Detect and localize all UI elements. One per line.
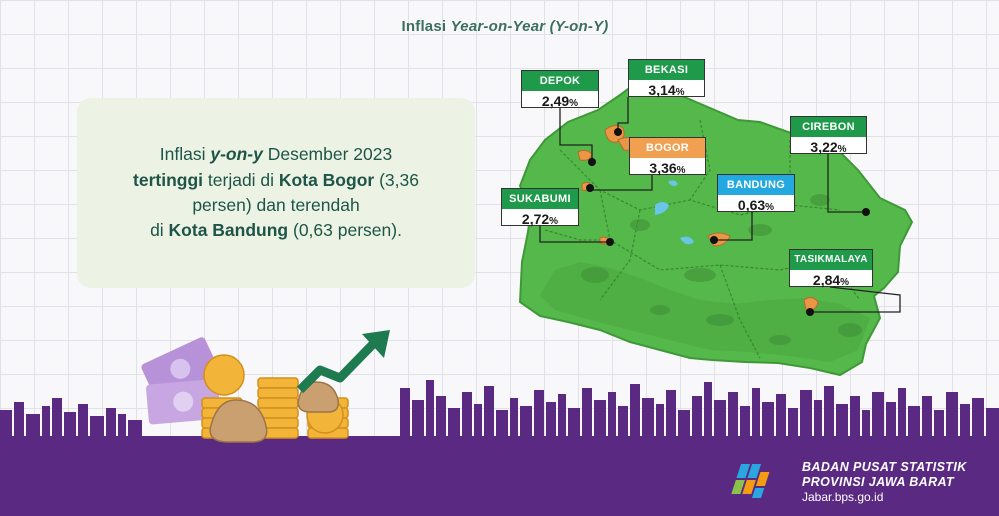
city-value: 3,22%	[810, 139, 847, 155]
city-label: BANDUNG	[718, 175, 794, 195]
city-label: BOGOR	[630, 138, 705, 158]
city-label: DEPOK	[522, 71, 598, 91]
city-value: 2,49%	[541, 93, 579, 109]
bps-logo-icon	[731, 464, 770, 498]
summary-card: Inflasi y-on-y Desember 2023 tertinggi t…	[77, 98, 475, 288]
city-label: TASIKMALAYA	[790, 250, 872, 270]
callout-tasikmalaya: TASIKMALAYA 2,84%	[789, 249, 873, 288]
city-value: 3,36%	[649, 160, 686, 176]
terrain-patches	[552, 194, 862, 345]
callout-depok: DEPOK 2,49%	[521, 70, 599, 109]
city-label: SUKABUMI	[502, 189, 578, 209]
callout-cirebon: CIREBON 3,22%	[790, 116, 867, 155]
city-value: 0,63%	[737, 197, 775, 213]
city-value: 3,14%	[648, 82, 685, 98]
money-growth-illustration-icon	[141, 330, 390, 443]
callout-bandung: BANDUNG 0,63%	[717, 174, 795, 213]
chart-title: Inflasi Year-on-Year (Y-on-Y)	[401, 18, 609, 35]
city-label: BEKASI	[629, 60, 704, 80]
city-value: 2,72%	[521, 211, 559, 227]
city-skyline-icon	[0, 380, 999, 440]
bps-org-text: BADAN PUSAT STATISTIK PROVINSI JAWA BARA…	[802, 460, 967, 504]
bps-website-link[interactable]: Jabar.bps.go.id	[802, 490, 884, 504]
callout-sukabumi: SUKABUMI 2,72%	[501, 188, 579, 227]
footer-band	[0, 436, 999, 516]
lakes	[655, 180, 694, 245]
summary-text: Inflasi y-on-y Desember 2023 tertinggi t…	[133, 144, 419, 241]
callout-bekasi: BEKASI 3,14%	[628, 59, 705, 98]
callout-bogor: BOGOR 3,36%	[629, 137, 706, 176]
city-label: CIREBON	[791, 117, 866, 137]
leader-lines	[539, 97, 901, 313]
city-value: 2,84%	[812, 272, 850, 288]
city-points	[586, 128, 870, 316]
